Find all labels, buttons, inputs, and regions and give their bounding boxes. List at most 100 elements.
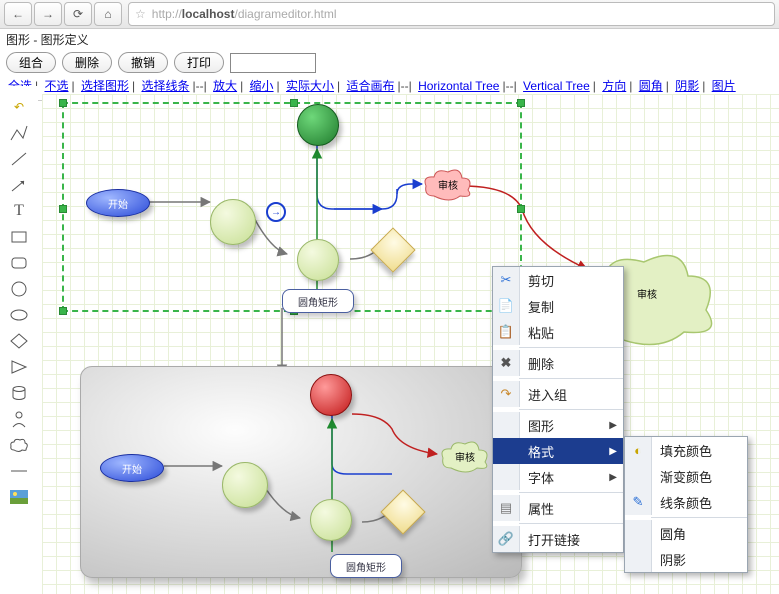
palette-line-icon[interactable]: [0, 146, 38, 172]
submenu-arrow-icon: ▶: [609, 472, 617, 483]
palette-person-icon[interactable]: [0, 406, 38, 432]
ctx-font[interactable]: 字体▶: [493, 464, 623, 490]
ctx-copy[interactable]: 📄复制: [493, 293, 623, 319]
nav-forward-button[interactable]: →: [34, 2, 62, 26]
palette-rrect-icon[interactable]: [0, 250, 38, 276]
print-button[interactable]: 打印: [174, 52, 224, 73]
node-lime-top[interactable]: [210, 199, 256, 245]
link-fit-window[interactable]: 适合画布: [347, 79, 395, 93]
ctx-divider-3: [519, 409, 623, 410]
node-circle-blue-icon[interactable]: →: [266, 202, 286, 222]
ctx-enter-group[interactable]: ↷进入组: [493, 381, 623, 407]
node-cloud-green-bottom[interactable]: 审核: [437, 436, 493, 476]
url-bar[interactable]: ☆ http://localhost/diagrameditor.html: [128, 2, 775, 26]
fill-color-icon: ◐: [634, 443, 642, 458]
link-select-edge[interactable]: 选择线条: [141, 79, 189, 93]
delete-button[interactable]: 删除: [62, 52, 112, 73]
enter-group-icon: ↷: [501, 386, 512, 402]
link-icon: 🔗: [498, 531, 514, 547]
ctx-line-color[interactable]: ✎线条颜色: [625, 489, 747, 515]
palette-cylinder-icon[interactable]: [0, 380, 38, 406]
node-green-top[interactable]: [297, 104, 339, 146]
resize-handle-n[interactable]: [290, 99, 298, 107]
node-cloud-red-top[interactable]: 审核: [420, 164, 476, 204]
link-shadow[interactable]: 阴影: [675, 79, 699, 93]
link-round[interactable]: 圆角: [639, 79, 663, 93]
bookmark-star-icon[interactable]: ☆: [135, 7, 146, 21]
node-red-bottom[interactable]: [310, 374, 352, 416]
page-title: 图形 - 图形定义: [0, 29, 779, 50]
context-submenu-format: ◐填充颜色 渐变颜色 ✎线条颜色 圆角 阴影: [624, 436, 748, 573]
palette-polyline-icon[interactable]: [0, 120, 38, 146]
palette-triangle-icon[interactable]: [0, 354, 38, 380]
ctx-format[interactable]: 格式▶: [493, 438, 623, 464]
link-zoom-out[interactable]: 缩小: [250, 79, 274, 93]
ctx-round[interactable]: 圆角: [625, 520, 747, 546]
link-select-none[interactable]: 不选: [44, 79, 68, 93]
ctx-properties[interactable]: ▤属性: [493, 495, 623, 521]
node-lime2-top[interactable]: [297, 239, 339, 281]
properties-icon: ▤: [500, 500, 512, 516]
cut-icon: ✂: [501, 272, 512, 288]
node-rrect-bottom[interactable]: 圆角矩形: [330, 554, 402, 578]
nav-home-button[interactable]: ⌂: [94, 2, 122, 26]
undo-button[interactable]: 撤销: [118, 52, 168, 73]
submenu-arrow-icon: ▶: [609, 420, 617, 431]
ctx-cut[interactable]: ✂剪切: [493, 267, 623, 293]
ctx-divider-2: [519, 378, 623, 379]
link-select-shape[interactable]: 选择图形: [81, 79, 129, 93]
resize-handle-sw[interactable]: [59, 307, 67, 315]
resize-handle-nw[interactable]: [59, 99, 67, 107]
link-vertical-tree[interactable]: Vertical Tree: [523, 79, 590, 93]
ctx-open-link[interactable]: 🔗打开链接: [493, 526, 623, 552]
canvas[interactable]: 开始 → 审核 圆角矩形 审核 开: [42, 94, 779, 594]
browser-chrome: ← → ⟳ ⌂ ☆ http://localhost/diagrameditor…: [0, 0, 779, 29]
ctx-shadow[interactable]: 阴影: [625, 546, 747, 572]
resize-handle-ne[interactable]: [517, 99, 525, 107]
submenu-arrow-icon: ▶: [609, 446, 617, 457]
toolbar-buttons-row: 组合 删除 撤销 打印: [0, 50, 779, 75]
shape-palette: ↶ T: [0, 86, 38, 594]
resize-handle-w[interactable]: [59, 205, 67, 213]
ctx-delete[interactable]: ✖删除: [493, 350, 623, 376]
link-horizontal-tree[interactable]: Horizontal Tree: [418, 79, 499, 93]
palette-circle-icon[interactable]: [0, 276, 38, 302]
palette-rect-icon[interactable]: [0, 224, 38, 250]
ctx-paste[interactable]: 📋粘贴: [493, 319, 623, 345]
ctx-gradient-color[interactable]: 渐变颜色: [625, 463, 747, 489]
node-start-top[interactable]: 开始: [86, 189, 150, 217]
ctx-fill-color[interactable]: ◐填充颜色: [625, 437, 747, 463]
node-start-bottom[interactable]: 开始: [100, 454, 164, 482]
ctx-sub-divider: [651, 517, 747, 518]
link-direction[interactable]: 方向: [602, 79, 626, 93]
palette-ellipse-icon[interactable]: [0, 302, 38, 328]
copy-icon: 📄: [498, 298, 514, 314]
node-lime2-bottom[interactable]: [310, 499, 352, 541]
link-image[interactable]: 图片: [712, 79, 736, 93]
workspace: ↶ T: [0, 94, 779, 594]
ctx-divider-5: [519, 523, 623, 524]
nav-back-button[interactable]: ←: [4, 2, 32, 26]
palette-cloud-icon[interactable]: [0, 432, 38, 458]
context-menu: ✂剪切 📄复制 📋粘贴 ✖删除 ↷进入组 图形▶ 格式▶ 字体▶ ▤属性 🔗打开…: [492, 266, 624, 553]
link-actual-size[interactable]: 实际大小: [286, 79, 334, 93]
palette-text-icon[interactable]: T: [0, 198, 38, 224]
paste-icon: 📋: [498, 324, 514, 340]
node-rrect-top[interactable]: 圆角矩形: [282, 289, 354, 313]
palette-undo-icon[interactable]: ↶: [0, 94, 38, 120]
palette-hline-icon[interactable]: [0, 458, 38, 484]
url-text: http://localhost/diagrameditor.html: [152, 7, 337, 21]
palette-arrow-icon[interactable]: [0, 172, 38, 198]
toolbar-input[interactable]: [230, 53, 316, 73]
ctx-divider-1: [519, 347, 623, 348]
palette-diamond-icon[interactable]: [0, 328, 38, 354]
ctx-shape[interactable]: 图形▶: [493, 412, 623, 438]
ctx-divider-4: [519, 492, 623, 493]
node-lime-bottom[interactable]: [222, 462, 268, 508]
delete-icon: ✖: [501, 355, 512, 371]
group-button[interactable]: 组合: [6, 52, 56, 73]
palette-image-icon[interactable]: [0, 484, 38, 510]
nav-reload-button[interactable]: ⟳: [64, 2, 92, 26]
resize-handle-e[interactable]: [517, 205, 525, 213]
link-zoom-in[interactable]: 放大: [213, 79, 237, 93]
